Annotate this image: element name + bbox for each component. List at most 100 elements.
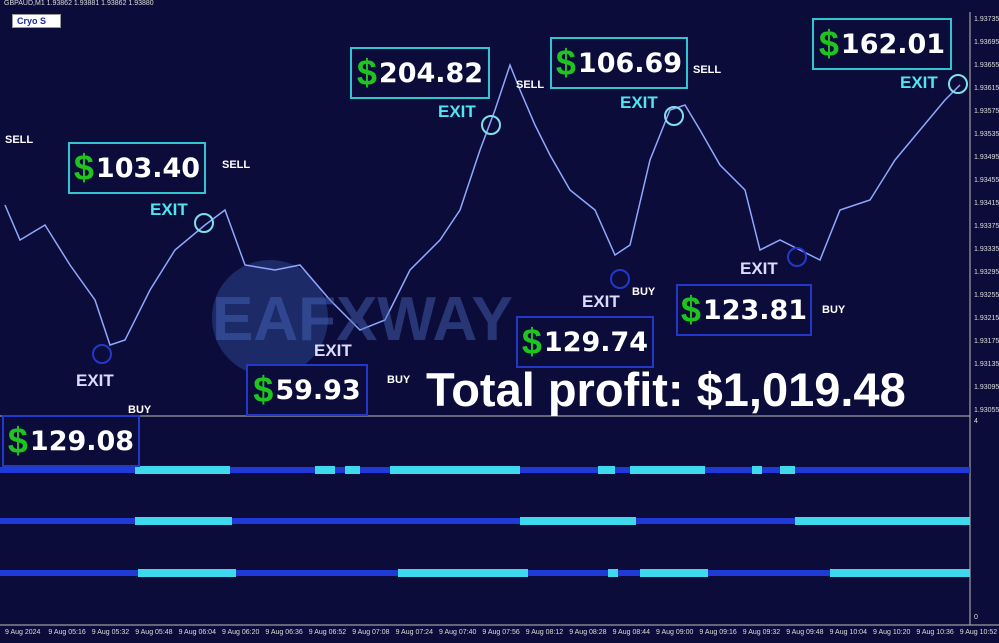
time-label: 9 Aug 08:44 [612, 629, 650, 636]
time-label: 9 Aug 07:40 [439, 629, 477, 636]
profit-box: $59.93 [246, 364, 368, 416]
signal-label: SELL [693, 64, 722, 76]
indicator-segment [398, 569, 528, 577]
indicator-segment [345, 466, 360, 474]
exit-circle [610, 269, 630, 289]
sub-axis-label: 4 [974, 418, 978, 425]
signal-label: SELL [222, 159, 251, 171]
exit-circle [194, 213, 214, 233]
header-bar [0, 0, 999, 12]
indicator-tab[interactable]: Cryo S [12, 14, 62, 28]
indicator-segment [236, 570, 398, 576]
exit-circle [664, 106, 684, 126]
currency: $ [73, 147, 94, 188]
symbol-info: GBPAUD,M1 1.93862 1.93881 1.93862 1.9388… [4, 0, 154, 7]
time-label: 9 Aug 09:16 [699, 629, 737, 636]
price-label: 1.93495 [974, 154, 999, 161]
indicator-segment [615, 467, 630, 473]
price-label: 1.93535 [974, 131, 999, 138]
profit-amount: 106.69 [577, 47, 683, 79]
time-label: 9 Aug 06:52 [308, 629, 347, 636]
time-label: 9 Aug 05:16 [48, 629, 86, 636]
signal-label: EXIT [314, 341, 352, 360]
indicator-segment [705, 467, 752, 473]
indicator-segment [0, 467, 135, 473]
indicator-segment [795, 517, 970, 525]
indicator-segment [608, 569, 618, 577]
signal-label: EXIT [150, 200, 188, 219]
price-label: 1.93615 [974, 85, 999, 92]
currency: $ [253, 369, 274, 410]
indicator-segment [520, 467, 598, 473]
price-label: 1.93455 [974, 177, 999, 184]
signal-label: EXIT [740, 259, 778, 278]
indicator-segment [780, 466, 795, 474]
profit-amount: 59.93 [275, 374, 361, 406]
indicator-rows [0, 466, 970, 577]
price-label: 1.93735 [974, 16, 999, 23]
exit-markers [92, 74, 968, 364]
currency: $ [356, 52, 377, 93]
signal-label: SELL [5, 134, 34, 146]
price-label: 1.93415 [974, 200, 999, 207]
time-label: 9 Aug 10:52 [959, 629, 998, 636]
indicator-segment [232, 518, 520, 524]
price-label: 1.93335 [974, 246, 999, 253]
price-label: 1.93655 [974, 62, 999, 69]
price-label: 1.93695 [974, 39, 999, 46]
signal-label: EXIT [76, 371, 114, 390]
signal-label: EXIT [582, 292, 620, 311]
time-label: 9 Aug 07:24 [395, 629, 433, 636]
indicator-segment [795, 467, 970, 473]
profit-amount: 162.01 [840, 28, 946, 60]
exit-circle [948, 74, 968, 94]
profit-amount: 204.82 [378, 57, 484, 89]
signal-label: BUY [128, 404, 152, 416]
sub-axis-label: 0 [974, 614, 978, 621]
indicator-segment [230, 467, 315, 473]
profit-amount: 103.40 [95, 152, 201, 184]
indicator-segment [762, 467, 780, 473]
time-label: 9 Aug 06:04 [178, 629, 216, 636]
signal-label: BUY [822, 304, 846, 316]
profit-box: $123.81 [676, 284, 812, 336]
indicator-segment [335, 467, 345, 473]
indicator-segment [618, 570, 640, 576]
time-label: 9 Aug 07:56 [482, 629, 520, 636]
exit-circle [787, 247, 807, 267]
profit-amount: 129.74 [543, 326, 649, 358]
time-label: 9 Aug 06:36 [265, 629, 303, 636]
exit-circle [92, 344, 112, 364]
time-label: 9 Aug 2024 [5, 629, 41, 636]
indicator-segment [390, 466, 520, 474]
time-label: 9 Aug 07:08 [352, 629, 390, 636]
time-label: 9 Aug 10:04 [829, 629, 867, 636]
currency: $ [521, 321, 542, 362]
signal-label: EXIT [438, 102, 476, 121]
currency: $ [680, 289, 701, 330]
time-label: 9 Aug 06:20 [222, 629, 260, 636]
time-label: 9 Aug 09:00 [656, 629, 694, 636]
price-label: 1.93215 [974, 315, 999, 322]
indicator-segment [138, 569, 236, 577]
exit-circle [481, 115, 501, 135]
time-label: 9 Aug 10:20 [873, 629, 911, 636]
profit-box: $129.08 [2, 415, 140, 467]
indicator-segment [315, 466, 335, 474]
currency: $ [818, 23, 839, 64]
price-label: 1.93295 [974, 269, 999, 276]
time-label: 9 Aug 05:48 [135, 629, 173, 636]
indicator-segment [830, 569, 970, 577]
signal-label: SELL [516, 79, 545, 91]
currency: $ [7, 420, 28, 461]
time-label: 9 Aug 09:32 [742, 629, 781, 636]
indicator-segment [630, 466, 705, 474]
indicator-segment [0, 570, 138, 576]
price-label: 1.93575 [974, 108, 999, 115]
indicator-segment [752, 466, 762, 474]
currency: $ [555, 42, 576, 83]
time-label: 9 Aug 08:12 [525, 629, 564, 636]
watermark-logo [212, 260, 328, 376]
indicator-segment [636, 518, 795, 524]
